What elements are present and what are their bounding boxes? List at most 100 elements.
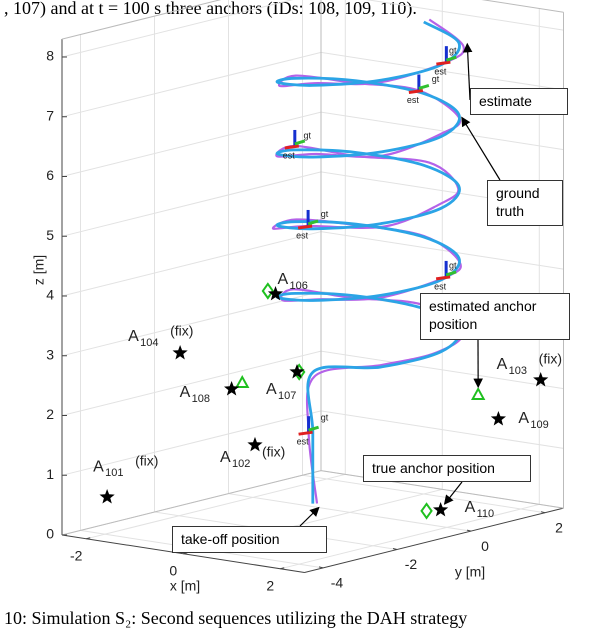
y-tick-label: 2 — [555, 519, 563, 535]
pose-label: gt — [449, 45, 457, 55]
caption-bottom: 10: Simulation S₂: Second sequences util… — [4, 608, 467, 628]
callout-arrow — [299, 506, 320, 527]
anchor-estimate — [470, 386, 486, 400]
pose-label: gt — [321, 209, 329, 219]
anchor-true — [172, 345, 188, 360]
x-tick-label: 2 — [266, 577, 274, 593]
anchor-true — [224, 381, 240, 396]
grid-line — [154, 16, 398, 550]
x-tick-label: 0 — [169, 562, 177, 578]
pose-label: est — [434, 281, 447, 291]
trajectory — [275, 20, 461, 504]
pose-label: est — [296, 230, 309, 240]
pose-axis — [298, 430, 313, 436]
x-tick-label: -2 — [70, 547, 83, 563]
z-tick-label: 2 — [46, 406, 54, 422]
z-tick-label: 3 — [46, 346, 54, 362]
z-tick-label: 8 — [46, 48, 54, 64]
anchor-id: 107 — [278, 390, 296, 402]
anchor-id: 104 — [140, 337, 158, 349]
anchor-label: A — [220, 449, 231, 466]
pose-axis — [445, 270, 457, 277]
pose-label: gt — [432, 74, 440, 84]
anchor-true-callout: true anchor position — [363, 455, 531, 482]
z-tick-label: 5 — [46, 227, 54, 243]
anchor-id: 109 — [530, 419, 548, 431]
anchor-id: 102 — [232, 458, 250, 470]
z-tick-label: 4 — [46, 287, 54, 303]
pose-axis — [408, 88, 424, 94]
anchor-note: (fix) — [135, 453, 158, 469]
x-tick — [280, 567, 285, 570]
anchor-estimate — [235, 374, 250, 389]
grid-line — [61, 0, 564, 58]
callout-arrow — [462, 42, 473, 101]
anchor-true — [267, 286, 284, 301]
pose-label: est — [297, 437, 310, 447]
grid-line — [61, 350, 564, 416]
anchor-label: A — [518, 410, 529, 427]
pose-axis — [307, 219, 319, 226]
anchor-true — [533, 372, 549, 387]
anchor-id: 110 — [477, 508, 495, 520]
y-axis-label: y [m] — [455, 564, 485, 580]
caption-top: , 107) and at t = 100 s three anchors (I… — [4, 0, 417, 19]
anchor-label: A — [93, 458, 104, 475]
anchor-true — [99, 489, 115, 504]
pose-axis — [308, 425, 320, 432]
pose-axis — [418, 84, 430, 90]
y-tick-label: 0 — [481, 538, 489, 554]
anchor-label: A — [497, 356, 508, 373]
axis-box — [320, 470, 564, 509]
anchor-label: A — [278, 271, 289, 288]
z-tick-label: 6 — [46, 167, 54, 183]
z-tick-label: 1 — [46, 466, 54, 482]
pose-axis — [435, 275, 451, 281]
estimate-callout: estimate — [470, 88, 568, 115]
pose-axis — [297, 224, 313, 230]
anchor-id: 108 — [192, 393, 210, 405]
y-tick — [466, 529, 472, 532]
anchor-id: 101 — [105, 467, 123, 479]
anchor-true — [247, 436, 263, 452]
axis-box — [61, 470, 322, 536]
pose-label: est — [407, 95, 420, 105]
axis-box — [61, 0, 222, 40]
anchor-true — [289, 364, 305, 379]
pose-axis — [436, 60, 451, 66]
pose-axis — [445, 55, 457, 62]
z-tick-label: 7 — [46, 107, 54, 123]
callout-arrow — [461, 116, 501, 181]
anchor-true — [433, 502, 449, 517]
anchor-true — [490, 411, 506, 426]
x-axis-label: x [m] — [170, 578, 200, 594]
pose-label: gt — [304, 130, 312, 140]
pose-axis — [294, 139, 306, 146]
anchor-estimate-callout: estimated anchor position — [420, 293, 570, 340]
grid-line — [61, 231, 564, 297]
axis-box — [481, 0, 564, 13]
anchor-label: A — [128, 328, 139, 345]
z-tick-label: 0 — [46, 526, 54, 542]
anchor-estimate — [261, 282, 275, 300]
pose-label: est — [283, 150, 296, 160]
y-tick-label: -4 — [331, 575, 344, 591]
y-tick — [392, 548, 398, 550]
pose-label: est — [434, 67, 447, 77]
callout-arrow — [443, 481, 463, 505]
grid-line — [302, 0, 546, 514]
anchor-label: A — [180, 384, 191, 401]
grid-line — [61, 111, 564, 177]
anchor-note: (fix) — [170, 323, 193, 339]
grid-line — [86, 0, 346, 540]
pose-axis — [284, 144, 300, 150]
anchor-note: (fix) — [539, 351, 562, 367]
anchor-id: 106 — [290, 280, 308, 292]
y-tick — [540, 511, 546, 514]
axis-box — [304, 507, 564, 573]
anchor-label: A — [266, 381, 277, 398]
anchor-estimate — [420, 502, 433, 520]
y-tick-label: -2 — [405, 556, 418, 572]
